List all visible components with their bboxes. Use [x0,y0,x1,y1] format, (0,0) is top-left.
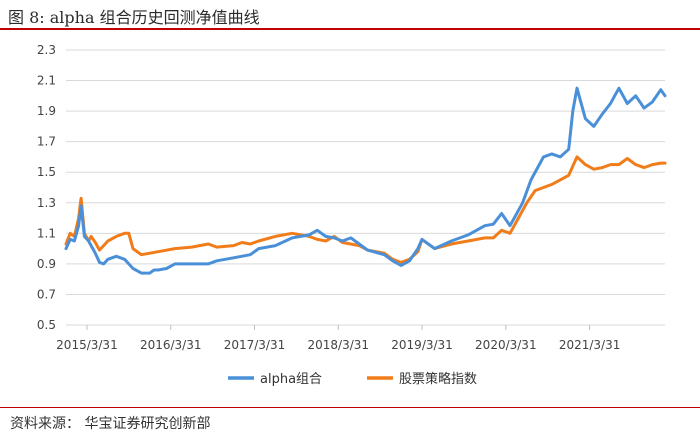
y-tick-label: 1.1 [37,226,56,240]
grid-lines [66,49,665,326]
series-line-alpha [64,86,667,275]
legend-label: alpha组合 [260,372,322,387]
y-axis-ticks: 2.3 2.1 1.9 1.7 1.5 1.3 1.1 0.9 0.7 0.5 [37,43,56,332]
y-tick-label: 0.7 [37,287,56,301]
x-tick-label: 2020/3/31 [475,338,537,352]
y-tick-label: 1.3 [37,196,56,210]
y-tick-label: 0.9 [37,257,56,271]
y-tick-label: 2.3 [37,43,56,57]
y-tick-label: 0.5 [37,318,56,332]
figure-title: 图 8: alpha 组合历史回测净值曲线 [8,8,260,27]
line-chart: 2.3 2.1 1.9 1.7 1.5 1.3 1.1 0.9 0.7 0.5 2015/3/31… [37,43,667,387]
y-tick-label: 1.5 [37,165,56,179]
footer-divider [0,407,700,408]
legend: alpha组合 股票策略指数 [228,371,477,387]
source-note: 资料来源： 华宝证券研究创新部 [10,416,211,432]
x-tick-label: 2015/3/31 [56,338,118,352]
y-tick-label: 1.7 [37,135,56,149]
x-tick-label: 2016/3/31 [140,338,202,352]
x-tick-label: 2021/3/31 [559,338,621,352]
x-tick-label: 2018/3/31 [308,338,370,352]
x-axis-ticks: 2015/3/31 2016/3/31 2017/3/31 2018/3/31 2019… [56,325,620,352]
y-tick-label: 2.1 [37,74,56,88]
x-tick-label: 2019/3/31 [391,338,453,352]
series-lines [64,86,667,275]
legend-label: 股票策略指数 [399,371,477,387]
x-tick-label: 2017/3/31 [224,338,286,352]
y-tick-label: 1.9 [37,104,56,118]
title-divider [0,28,700,30]
series-line-index [64,155,667,264]
